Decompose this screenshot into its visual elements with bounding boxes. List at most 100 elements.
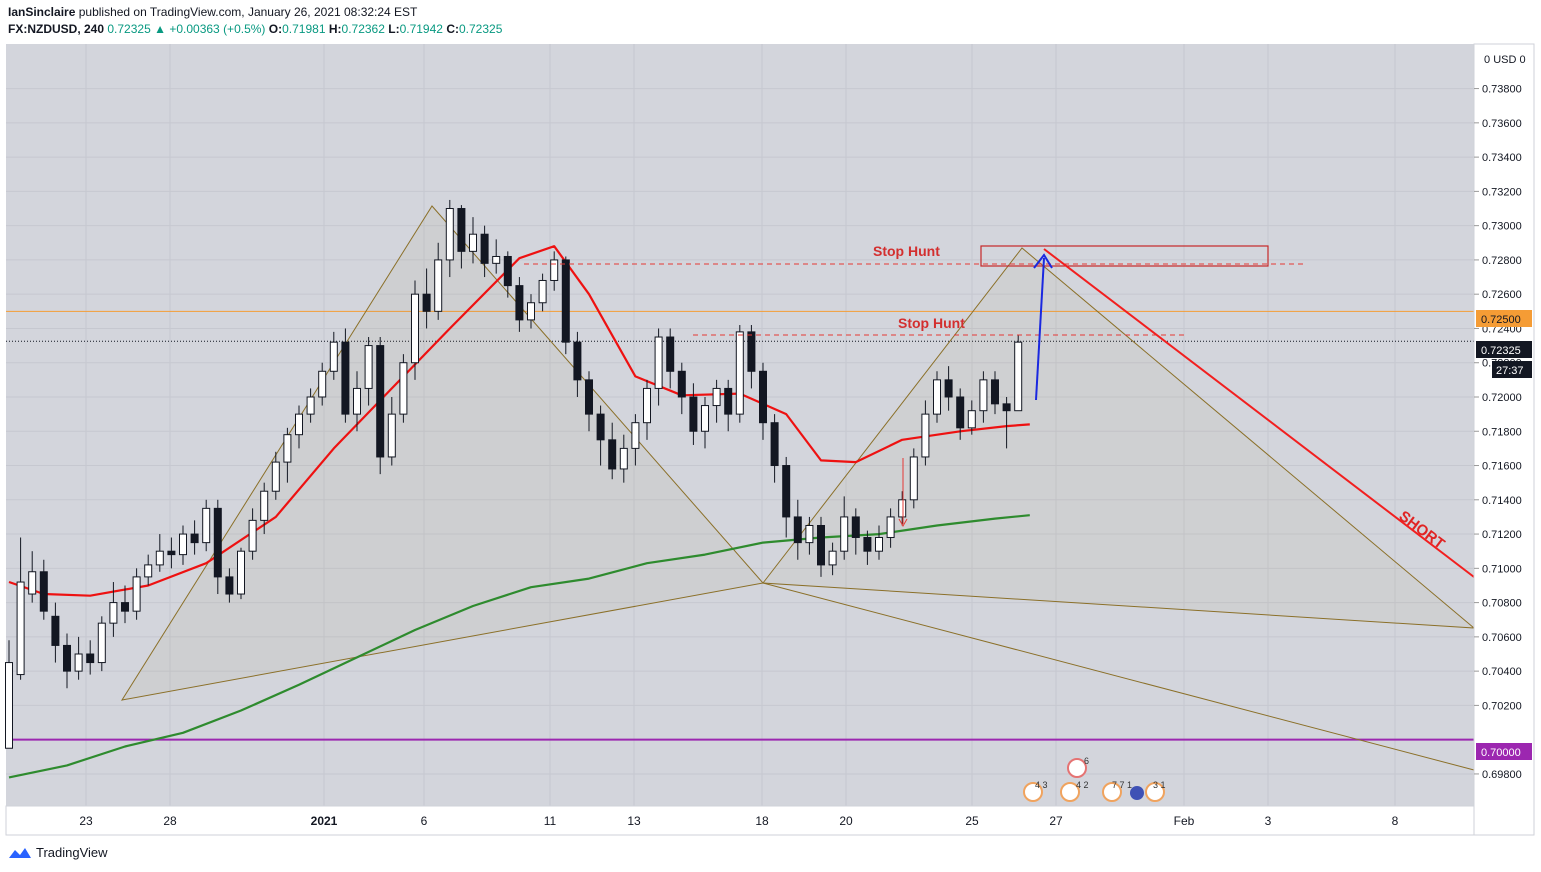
event-flag-icon[interactable]: [1102, 782, 1122, 802]
candle[interactable]: [86, 640, 95, 675]
candle[interactable]: [399, 354, 408, 423]
price-axis[interactable]: [1473, 43, 1535, 836]
candle[interactable]: [353, 371, 361, 432]
candle[interactable]: [608, 422, 617, 480]
candle[interactable]: [63, 633, 71, 689]
candle[interactable]: [921, 400, 930, 466]
candle[interactable]: [979, 371, 988, 423]
candle[interactable]: [295, 405, 303, 449]
candle[interactable]: [422, 268, 431, 329]
candle[interactable]: [202, 499, 211, 552]
candle[interactable]: [886, 508, 895, 548]
event-flag-icon[interactable]: [1145, 782, 1165, 802]
candle[interactable]: [225, 568, 234, 603]
candle[interactable]: [97, 616, 106, 672]
ema-fast-line[interactable]: [8, 245, 1030, 597]
candle[interactable]: [237, 547, 245, 600]
candle[interactable]: [944, 366, 953, 411]
candle[interactable]: [527, 294, 535, 329]
candle[interactable]: [863, 530, 872, 565]
candle[interactable]: [341, 328, 350, 423]
candle[interactable]: [445, 199, 454, 278]
candle[interactable]: [851, 508, 860, 555]
candle[interactable]: [213, 499, 222, 595]
candle[interactable]: [411, 280, 419, 380]
candle[interactable]: [271, 451, 280, 500]
candle[interactable]: [875, 525, 883, 560]
candle[interactable]: [770, 414, 779, 483]
candle[interactable]: [596, 405, 605, 466]
event-flag-icon[interactable]: [1067, 758, 1087, 778]
candle[interactable]: [666, 328, 675, 389]
candle[interactable]: [735, 325, 744, 423]
candle[interactable]: [677, 362, 686, 415]
candle[interactable]: [956, 388, 965, 440]
plot-area[interactable]: [6, 44, 1474, 806]
candle[interactable]: [364, 337, 373, 406]
candle[interactable]: [782, 456, 791, 538]
candle[interactable]: [306, 388, 315, 423]
candle[interactable]: [991, 371, 999, 415]
candle[interactable]: [1002, 396, 1011, 449]
candle[interactable]: [121, 585, 129, 624]
candle[interactable]: [190, 520, 199, 555]
candle[interactable]: [503, 251, 512, 298]
candle[interactable]: [689, 383, 698, 445]
candle[interactable]: [39, 559, 48, 620]
candle[interactable]: [167, 537, 176, 569]
candle[interactable]: [387, 396, 396, 466]
author-name[interactable]: IanSinclaire: [8, 5, 76, 19]
candle[interactable]: [248, 508, 257, 560]
candle[interactable]: [480, 225, 489, 278]
candle[interactable]: [538, 273, 547, 312]
tradingview-logo[interactable]: TradingView: [8, 845, 108, 860]
event-flag-icon[interactable]: [1060, 782, 1080, 802]
candle[interactable]: [631, 414, 640, 466]
stop-hunt-zone[interactable]: [980, 245, 1269, 267]
candle[interactable]: [16, 537, 25, 680]
candle[interactable]: [643, 379, 651, 440]
candle[interactable]: [817, 516, 825, 577]
candle[interactable]: [701, 396, 709, 449]
candle[interactable]: [712, 379, 721, 423]
candle[interactable]: [561, 256, 570, 355]
candle[interactable]: [759, 362, 767, 440]
candle[interactable]: [898, 491, 907, 526]
event-flag-icon[interactable]: [1023, 782, 1043, 802]
candle[interactable]: [967, 400, 976, 435]
candle[interactable]: [1014, 335, 1023, 412]
candle[interactable]: [933, 371, 941, 423]
candle[interactable]: [74, 636, 83, 680]
candle[interactable]: [805, 516, 814, 555]
candle[interactable]: [109, 582, 118, 637]
candle[interactable]: [179, 525, 187, 565]
candle[interactable]: [434, 242, 443, 320]
candle[interactable]: [28, 551, 37, 603]
candle[interactable]: [793, 499, 802, 560]
candle[interactable]: [492, 239, 501, 274]
event-flag-icon[interactable]: [1130, 786, 1144, 800]
candle[interactable]: [654, 328, 663, 406]
candle[interactable]: [585, 371, 593, 432]
candle[interactable]: [573, 331, 582, 397]
candle[interactable]: [828, 542, 837, 576]
candle[interactable]: [469, 217, 477, 264]
candle[interactable]: [329, 331, 338, 380]
candle[interactable]: [619, 434, 628, 483]
time-axis[interactable]: [5, 805, 1475, 836]
candle[interactable]: [376, 337, 385, 475]
candle[interactable]: [457, 205, 466, 269]
candle[interactable]: [283, 427, 292, 483]
candle[interactable]: [724, 379, 733, 432]
candle[interactable]: [5, 640, 13, 749]
candle[interactable]: [51, 602, 60, 663]
candle[interactable]: [144, 554, 153, 586]
candle[interactable]: [318, 362, 327, 406]
candle[interactable]: [260, 482, 269, 535]
candle[interactable]: [747, 325, 756, 389]
candle[interactable]: [155, 534, 164, 572]
candle[interactable]: [515, 277, 524, 332]
candle[interactable]: [909, 448, 918, 509]
candle[interactable]: [132, 568, 141, 620]
